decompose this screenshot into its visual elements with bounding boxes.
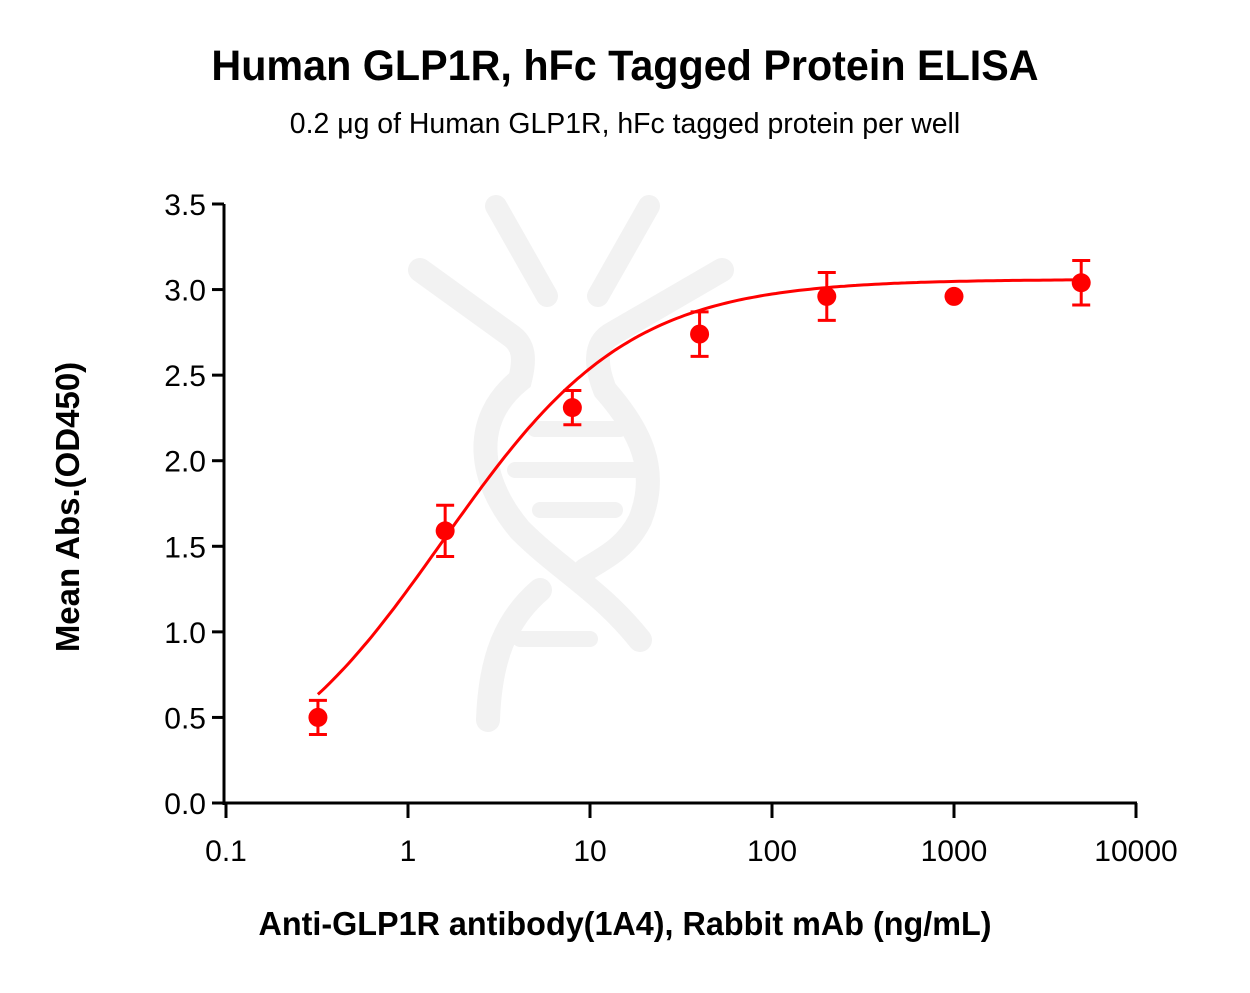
dna-watermark-icon — [408, 195, 734, 732]
y-tick-label: 1.0 — [164, 617, 206, 650]
y-tick-label: 2.0 — [164, 446, 206, 479]
y-tick-label: 1.5 — [164, 531, 206, 564]
x-tick-label: 10 — [573, 835, 606, 868]
data-point — [1071, 273, 1091, 293]
y-tick-label: 3.0 — [164, 275, 206, 308]
axes: 0.0 0.5 1.0 1.5 2.0 2.5 3.0 3.5 0.1 1 10 100 1000 100… — [164, 189, 1177, 868]
x-tick-label: 1000 — [921, 835, 988, 868]
x-tick-label: 10000 — [1094, 835, 1177, 868]
y-axis-label: Mean Abs.(OD450) — [49, 361, 86, 653]
chart-subtitle: 0.2 μg of Human GLP1R, hFc tagged protei… — [289, 108, 961, 140]
data-point — [435, 521, 455, 541]
x-tick-label: 1 — [400, 835, 417, 868]
chart-title: Human GLP1R, hFc Tagged Protein ELISA — [211, 42, 1039, 90]
y-tick-label: 3.5 — [164, 189, 206, 222]
data-point — [817, 286, 837, 306]
y-tick-label: 0.5 — [164, 702, 206, 735]
data-point — [308, 707, 328, 727]
y-tick-label: 0.0 — [164, 788, 206, 821]
data-series — [308, 258, 1091, 737]
x-axis-label: Anti-GLP1R antibody(1A4), Rabbit mAb (ng… — [258, 905, 992, 942]
data-point — [562, 398, 582, 418]
y-tick-label: 2.5 — [164, 360, 206, 393]
x-tick-label: 0.1 — [205, 835, 247, 868]
data-point — [690, 324, 710, 344]
x-tick-label: 100 — [747, 835, 797, 868]
data-point — [944, 286, 964, 306]
